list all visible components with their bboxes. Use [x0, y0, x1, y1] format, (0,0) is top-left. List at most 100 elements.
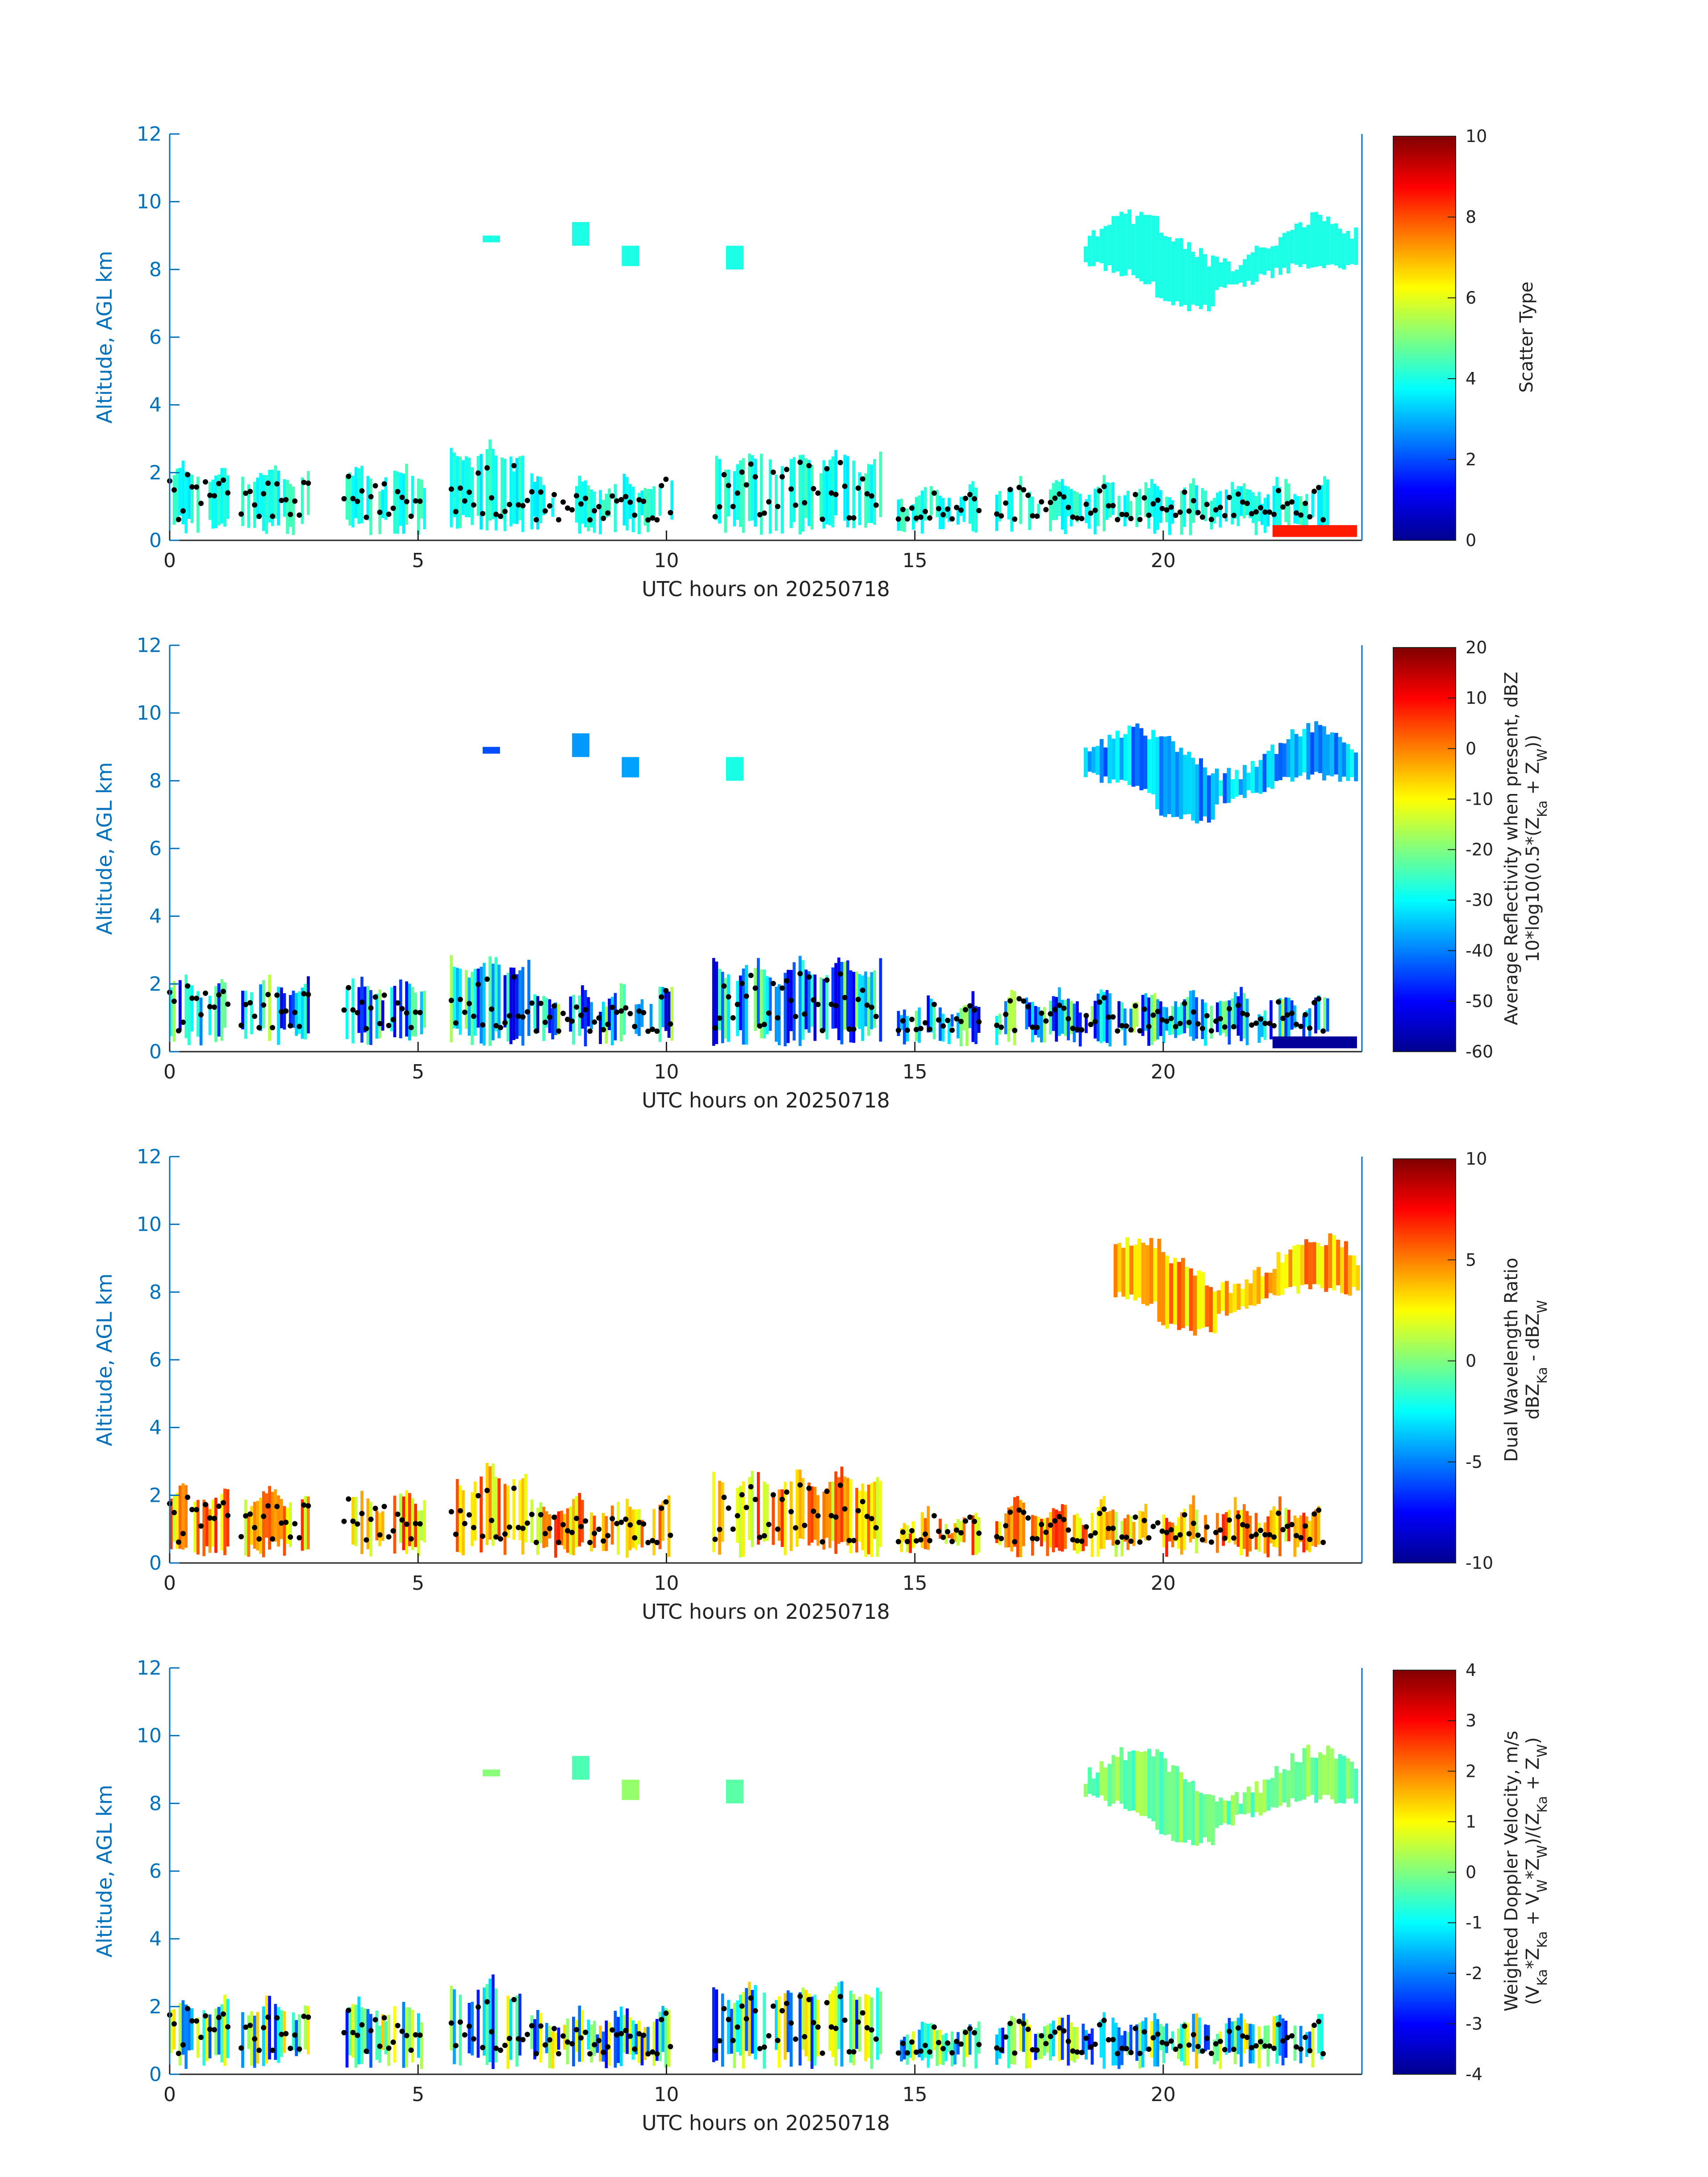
cell-cirrus-281 [1235, 269, 1239, 284]
y-tick-label-0: 0 [149, 529, 162, 552]
cloud-base-marker-203 [1213, 1018, 1219, 1024]
cloud-base-marker-148 [954, 2039, 960, 2044]
cloud-base-marker-107 [752, 1496, 758, 1502]
cloud-base-marker-92 [645, 2051, 651, 2057]
cloud-base-marker-104 [739, 2003, 745, 2009]
cloud-base-marker-171 [1070, 2048, 1076, 2054]
cell-low-100 [638, 2020, 641, 2063]
cell-low-101 [667, 991, 671, 1038]
cell-low-201 [1168, 497, 1171, 535]
cloud-base-marker-19 [261, 491, 267, 497]
cell-low-128 [789, 1993, 793, 2067]
cell-low-196 [1115, 1512, 1118, 1557]
y-tick-label-3: 6 [149, 837, 162, 860]
cell-low-158 [968, 484, 972, 524]
cell-low-245 [1270, 1000, 1273, 1040]
cell-low-115 [733, 2002, 736, 2068]
cloud-base-marker-109 [761, 510, 767, 516]
cell-low-174 [1037, 1517, 1040, 1539]
cloud-base-marker-66 [529, 2023, 535, 2029]
cell-low-41 [381, 489, 384, 518]
colorbar-tick-label-3: -30 [1466, 890, 1493, 910]
cloud-base-marker-132 [864, 491, 870, 497]
y-tick-label-5: 10 [137, 1725, 162, 1747]
cell-cirrus-273 [1139, 1752, 1144, 1816]
cell-low-225 [1189, 990, 1192, 1036]
y-tick-label-4: 8 [149, 1281, 162, 1304]
cell-cirrus-244 [1087, 235, 1092, 267]
cloud-base-marker-20 [265, 992, 271, 998]
cell-low-189 [1049, 2023, 1052, 2061]
cloud-base-marker-4 [185, 2006, 191, 2011]
cloud-base-marker-37 [372, 483, 378, 489]
cell-low-20 [256, 1500, 259, 1551]
cell-low-151 [939, 495, 942, 529]
cell-low-238 [1311, 492, 1315, 518]
cell-low-124 [793, 962, 796, 1041]
cell-low-141 [900, 498, 903, 531]
cell-cirrus-272 [1217, 1290, 1221, 1314]
cloud-base-marker-157 [1007, 487, 1013, 493]
cell-low-61 [491, 1463, 495, 1546]
cloud-base-marker-85 [614, 1009, 620, 1015]
cell-low-50 [408, 2007, 411, 2052]
cell-low-112 [745, 965, 748, 1045]
cell-low-91 [617, 1502, 620, 1555]
cloud-base-marker-119 [806, 463, 812, 468]
cloud-base-marker-29 [305, 1503, 311, 1508]
cloud-base-marker-125 [833, 2026, 839, 2031]
cell-cirrus-305 [1348, 1255, 1352, 1296]
cloud-base-marker-137 [905, 1028, 910, 1033]
cell-low-208 [1171, 1522, 1174, 1547]
cloud-base-marker-133 [869, 1004, 874, 1010]
cloud-base-marker-12 [221, 477, 226, 483]
cell-low-122 [754, 1985, 757, 2060]
cell-cirrus-295 [1290, 230, 1295, 263]
cell-low-25 [271, 1492, 274, 1541]
cell-low-73 [542, 1507, 546, 1548]
cell-cirrus-302 [1254, 1781, 1259, 1813]
cloud-base-marker-74 [565, 1016, 571, 1022]
cell-low-169 [1016, 1496, 1019, 1557]
cell-low-237 [1236, 2018, 1240, 2054]
cloud-base-marker-173 [1079, 1538, 1085, 1544]
cell-cirrus-282 [1175, 752, 1179, 817]
cloud-base-marker-20 [265, 481, 271, 486]
cell-low-135 [855, 1488, 858, 1553]
cloud-base-marker-158 [1012, 516, 1018, 522]
cloud-base-marker-216 [1271, 1023, 1277, 1028]
cell-cirrus-269 [1205, 1285, 1209, 1327]
cloud-base-marker-74 [565, 505, 571, 511]
cloud-base-marker-13 [225, 1001, 231, 1007]
cell-low-159 [939, 1007, 942, 1041]
cloud-base-marker-177 [1097, 999, 1102, 1005]
cloud-base-marker-73 [560, 1522, 566, 1528]
cell-low-152 [906, 2034, 909, 2065]
cloud-base-marker-182 [1119, 511, 1125, 517]
cloud-base-marker-165 [1043, 507, 1049, 513]
cell-cirrus-317 [1314, 721, 1319, 772]
panel-2-y-label: Altitude, AGL km [92, 762, 117, 935]
cell-low-1 [172, 981, 176, 1042]
cell-low-121 [751, 1990, 754, 2054]
cloud-base-marker-70 [547, 1014, 553, 1020]
cloud-base-marker-193 [1168, 1015, 1174, 1021]
cell-cirrus-316 [1310, 1757, 1315, 1795]
cell-low-161 [974, 1513, 977, 1555]
cloud-base-marker-152 [972, 496, 977, 501]
cloud-base-marker-110 [766, 499, 772, 505]
cell-low-47 [408, 1493, 411, 1546]
cell-cirrus-248 [1103, 226, 1108, 271]
cloud-base-marker-37 [372, 994, 378, 1000]
cell-cirrus-267 [1197, 1270, 1201, 1329]
cell-low-248 [1275, 2015, 1279, 2064]
cell-low-111 [748, 453, 751, 521]
cloud-base-marker-93 [650, 1538, 656, 1543]
colorbar-tick-label-8: 4 [1466, 1660, 1476, 1680]
cloud-base-marker-31 [346, 2007, 351, 2013]
cloud-base-marker-21 [270, 1536, 276, 1542]
cell-cirrus-305 [1266, 751, 1271, 788]
cell-cirrus-322 [1334, 733, 1338, 775]
cell-low-28 [289, 484, 292, 527]
